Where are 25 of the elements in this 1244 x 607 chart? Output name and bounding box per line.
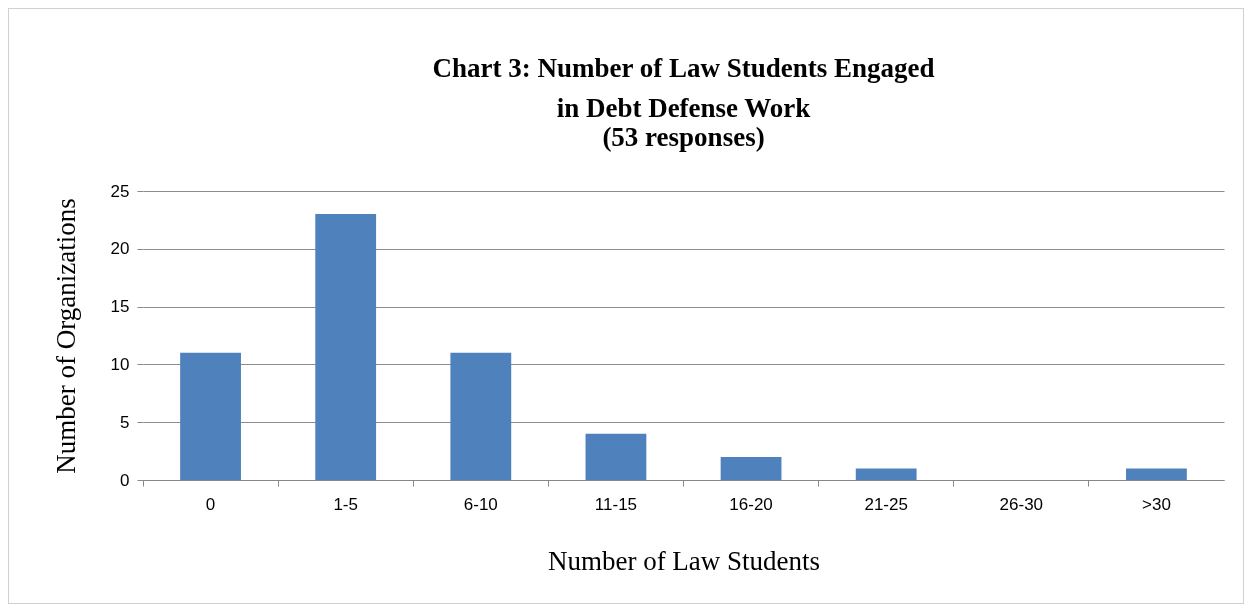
x-tick-label: 26-30	[999, 494, 1044, 514]
chart-title: Chart 3: Number of Law Students Engaged in Debt Defense Work	[432, 53, 935, 123]
y-tick-label: 25	[110, 181, 130, 201]
y-tick-label: 5	[120, 412, 130, 432]
bar	[315, 214, 377, 480]
y-tick-label: 10	[110, 354, 130, 374]
bar	[180, 352, 241, 480]
x-tick-label: 0	[205, 494, 216, 514]
x-tick-label: 21-25	[864, 494, 908, 514]
y-tick-label: 15	[110, 297, 130, 317]
x-tick-label: 16-20	[729, 494, 773, 514]
x-tick-label: 6-10	[463, 494, 498, 514]
y-axis-title: Number of Organizations	[50, 198, 81, 474]
y-tick-label: 20	[110, 239, 130, 259]
y-tick-label: 0	[120, 470, 130, 490]
bar	[720, 456, 782, 480]
bar	[1126, 468, 1187, 480]
bar	[585, 433, 647, 480]
x-tick-label: >30	[1142, 494, 1171, 514]
x-tick-label: 1-5	[333, 494, 358, 514]
x-tick-label: 11-15	[594, 494, 638, 514]
x-axis-title: Number of Law Students	[547, 545, 821, 576]
bar	[855, 468, 917, 480]
chart-subtitle: (53 responses)	[602, 122, 765, 152]
bar	[450, 352, 512, 480]
